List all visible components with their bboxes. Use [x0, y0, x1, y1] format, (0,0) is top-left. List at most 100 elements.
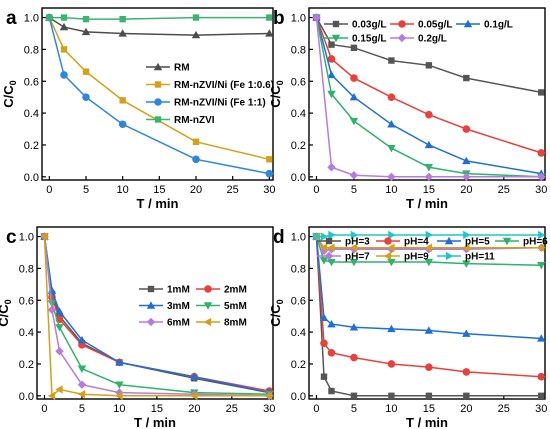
legend-label: RM — [174, 63, 190, 74]
legend-entry: pH=5 — [437, 237, 490, 248]
y-tick-label: 0.0 — [19, 391, 34, 403]
data-point — [320, 339, 328, 348]
data-point — [425, 110, 433, 119]
legend-swatch-marker — [444, 236, 454, 245]
data-point — [55, 324, 64, 332]
x-tick-label: 10 — [385, 403, 397, 415]
legend-entry: RM-nZVI/Ni (Fe 1:1) — [146, 98, 266, 109]
data-point — [388, 57, 395, 64]
legend-swatch-marker — [332, 20, 340, 28]
data-point — [327, 70, 336, 79]
y-tick-label: 0.4 — [24, 108, 39, 120]
data-point — [349, 92, 359, 101]
data-point — [388, 392, 395, 400]
data-point — [349, 323, 359, 331]
data-point — [115, 381, 124, 389]
legend-entry: pH=11 — [437, 252, 495, 263]
data-point — [328, 41, 335, 48]
data-point — [327, 90, 336, 99]
legend-swatch-marker — [153, 62, 163, 71]
data-point — [192, 138, 200, 145]
plot-frame — [41, 7, 274, 181]
series-1mM — [41, 233, 273, 396]
series-line — [43, 236, 270, 397]
data-point — [425, 62, 433, 69]
y-axis-label-subscript: 0 — [275, 80, 285, 85]
y-axis-label: C/C0 — [268, 299, 285, 326]
x-axis-label: T / min — [137, 196, 179, 211]
y-tick-label: 0.4 — [19, 327, 34, 339]
data-point — [538, 230, 546, 240]
panel-letter: b — [273, 8, 285, 29]
data-point — [538, 89, 545, 96]
chart-panel-c: 0 5 10 15 20 25 30 0.0 0.2 0.4 0.6 0.8 1.0 T / min C/C… — [0, 226, 275, 429]
chart-panel-b: 0 5 10 15 20 25 30 0.0 0.2 0.4 0.6 0.8 1.0 T / min C/C… — [268, 7, 547, 211]
data-point — [319, 257, 329, 265]
legend-label: pH=9 — [404, 252, 429, 263]
data-point — [77, 390, 86, 399]
data-point — [312, 13, 321, 22]
legend-label: 0.1g/L — [484, 20, 513, 31]
legend-entry: pH=3 — [317, 237, 370, 248]
legend-entry: pH=7 — [317, 252, 370, 263]
y-axis-label-subscript: 0 — [8, 80, 18, 85]
data-point — [46, 14, 53, 21]
x-axis-label: T / min — [406, 415, 448, 429]
y-axis-label: C/C0 — [268, 80, 285, 107]
data-point — [387, 258, 396, 267]
y-tick-label: 1.0 — [24, 13, 39, 25]
y-tick-label: 0.6 — [291, 295, 306, 307]
data-point — [463, 392, 470, 400]
legend-entry: RM — [146, 63, 190, 74]
legend-label: 6mM — [167, 318, 190, 329]
legend-swatch-marker — [204, 285, 212, 293]
y-tick-label: 1.0 — [291, 232, 306, 244]
legend-swatch-marker — [154, 98, 162, 106]
plot-frame — [308, 7, 546, 181]
x-tick-label: 30 — [535, 184, 547, 196]
legend-swatch-marker — [331, 34, 341, 43]
legend-entry: RM-nZVI — [146, 115, 215, 126]
x-tick-label: 25 — [498, 403, 510, 415]
data-point — [424, 243, 433, 252]
legend-entry: 0.05g/L — [390, 20, 452, 31]
legend-swatch-marker — [154, 116, 162, 123]
series-line — [48, 16, 270, 36]
data-point — [55, 347, 64, 356]
x-tick-label: 30 — [263, 403, 275, 415]
x-axis-label: T / min — [134, 415, 176, 429]
data-point — [82, 68, 90, 75]
data-point — [190, 391, 198, 401]
y-tick-label: 0.2 — [291, 140, 306, 152]
series-0.2g/L — [312, 13, 546, 182]
series-3mM — [40, 232, 274, 396]
data-point — [266, 156, 273, 163]
legend-entry: pH=4 — [376, 237, 429, 248]
data-point — [191, 30, 201, 39]
y-tick-label: 1.0 — [19, 232, 34, 244]
legend-label: 8mM — [224, 318, 247, 329]
y-axis-label-main: C/C — [268, 304, 283, 327]
x-tick-label: 0 — [313, 184, 319, 196]
series-pH=9 — [312, 232, 545, 252]
legend-label: 1mM — [167, 285, 190, 296]
legend-swatch-marker — [325, 237, 333, 245]
legend-label: pH=4 — [404, 237, 429, 248]
series-pH=11 — [313, 230, 546, 241]
legend-label: pH=5 — [465, 237, 490, 248]
data-point — [350, 74, 358, 82]
series-line — [43, 236, 270, 394]
data-point — [327, 258, 336, 267]
series-RM-nZVI/Ni (Fe 1:1) — [45, 13, 274, 178]
data-point — [350, 44, 358, 52]
y-tick-label: 0.6 — [24, 76, 39, 88]
legend-swatch-marker — [383, 251, 392, 261]
data-point — [537, 372, 546, 381]
y-tick-label: 0.2 — [291, 359, 306, 371]
data-point — [265, 391, 273, 401]
data-point — [462, 156, 471, 165]
plot-frame — [36, 226, 274, 400]
y-axis-label-main: C/C — [0, 304, 11, 327]
legend-swatch-marker — [146, 301, 156, 309]
panel-letter: c — [6, 227, 17, 248]
